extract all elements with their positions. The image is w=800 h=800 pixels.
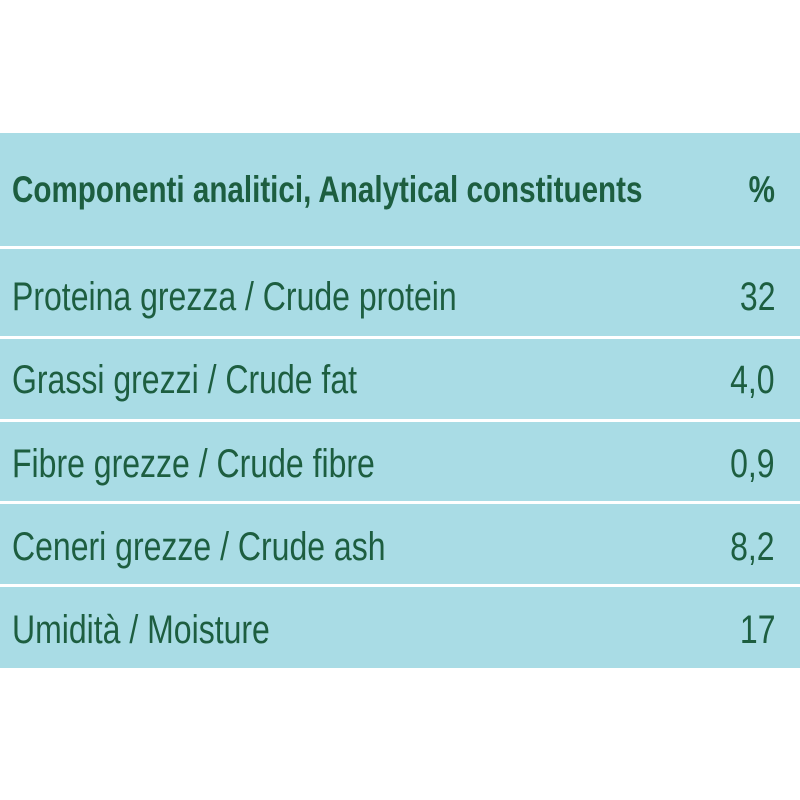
header-label: Componenti analitici, Analytical constit… <box>12 169 643 210</box>
table-row: Ceneri grezze / Crude ash 8,2 <box>0 507 800 587</box>
row-label: Grassi grezzi / Crude fat <box>12 358 357 402</box>
table-row: Grassi grezzi / Crude fat 4,0 <box>0 340 800 420</box>
row-value: 32 <box>739 275 775 319</box>
table-row: Umidità / Moisture 17 <box>0 590 800 670</box>
table-row: Fibre grezze / Crude fibre 0,9 <box>0 424 800 504</box>
header-unit: % <box>748 169 775 210</box>
header-row: Componenti analitici, Analytical constit… <box>0 150 800 230</box>
row-label: Umidità / Moisture <box>12 608 270 652</box>
table <box>0 133 800 668</box>
row-value: 0,9 <box>730 442 775 486</box>
row-label: Ceneri grezze / Crude ash <box>12 525 386 569</box>
table-row: Proteina grezza / Crude protein 32 <box>0 257 800 337</box>
row-value: 4,0 <box>730 358 775 402</box>
row-value: 17 <box>739 608 775 652</box>
row-label: Proteina grezza / Crude protein <box>12 275 457 319</box>
row-separator <box>0 246 800 249</box>
row-separator <box>0 584 800 587</box>
row-separator <box>0 419 800 422</box>
row-label: Fibre grezze / Crude fibre <box>12 442 375 486</box>
row-value: 8,2 <box>730 525 775 569</box>
row-separator <box>0 336 800 339</box>
row-separator <box>0 501 800 504</box>
